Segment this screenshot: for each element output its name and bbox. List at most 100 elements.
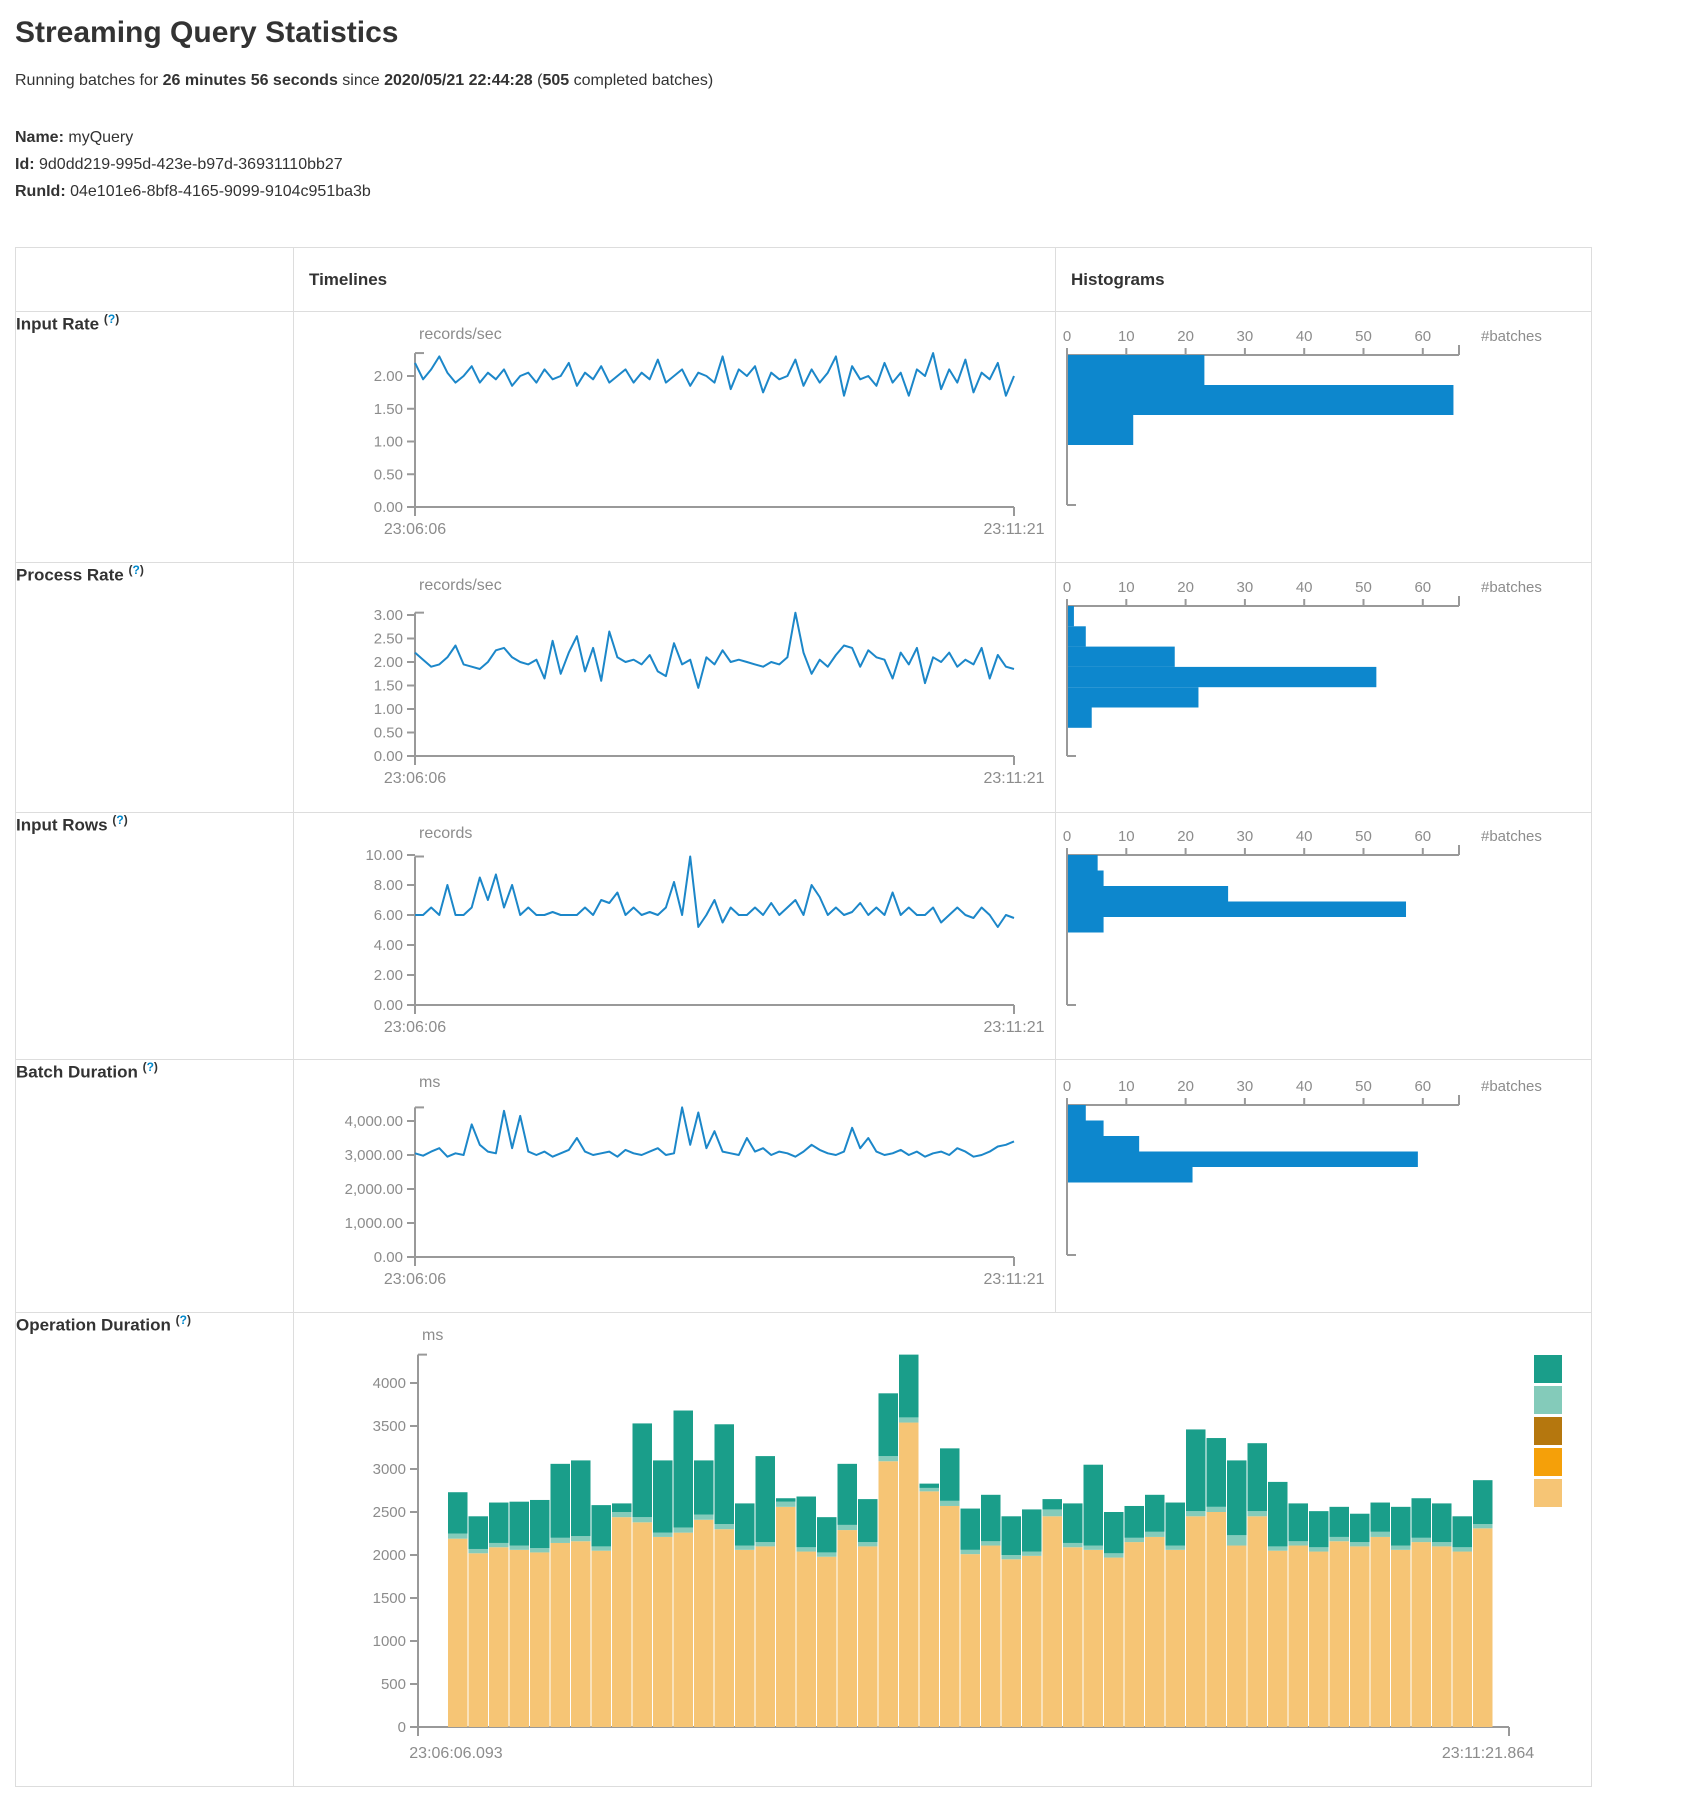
running-duration: 26 minutes 56 seconds	[162, 72, 338, 89]
svg-text:1.50: 1.50	[374, 401, 403, 418]
completed-batches-count: 505	[542, 72, 570, 89]
table-row-input-rows: Input Rows (?) records 0.00 2.00 4.00 6.00 8.…	[15, 812, 1592, 1060]
query-name-line: Name: myQuery	[15, 124, 1693, 151]
svg-text:records: records	[419, 825, 472, 842]
svg-text:3,000.00: 3,000.00	[345, 1147, 403, 1164]
svg-text:0: 0	[1063, 1078, 1071, 1095]
svg-text:40: 40	[1296, 579, 1313, 596]
svg-text:50: 50	[1355, 328, 1372, 345]
svg-text:23:06:06: 23:06:06	[384, 770, 446, 787]
svg-text:0.00: 0.00	[374, 1249, 403, 1266]
svg-text:10: 10	[1118, 1078, 1135, 1095]
query-metadata: Name: myQuery Id: 9d0dd219-995d-423e-b97…	[15, 124, 1693, 205]
svg-text:2.50: 2.50	[374, 631, 403, 648]
svg-text:23:06:06: 23:06:06	[384, 521, 446, 538]
svg-text:0.50: 0.50	[374, 725, 403, 742]
svg-text:1500: 1500	[373, 1590, 406, 1607]
help-tooltip-trigger[interactable]: (?)	[175, 1313, 191, 1327]
svg-text:40: 40	[1296, 328, 1313, 345]
svg-text:records/sec: records/sec	[419, 326, 502, 343]
svg-text:3500: 3500	[373, 1418, 406, 1435]
svg-text:10: 10	[1118, 579, 1135, 596]
svg-text:2.00: 2.00	[374, 368, 403, 385]
help-tooltip-trigger[interactable]: (?)	[103, 312, 120, 326]
svg-text:60: 60	[1414, 328, 1431, 345]
input-rate-histogram-chart: 0 10 20 30 40 50 60 #batches	[1063, 328, 1542, 506]
svg-text:23:11:21: 23:11:21	[983, 1271, 1044, 1288]
svg-text:30: 30	[1237, 1078, 1254, 1095]
svg-text:23:06:06.093: 23:06:06.093	[409, 1745, 503, 1762]
svg-text:1,000.00: 1,000.00	[345, 1215, 403, 1232]
table-row-operation-duration: Operation Duration (?) ms 0 500 1000 1500 200…	[15, 1312, 1592, 1787]
svg-text:23:11:21: 23:11:21	[983, 521, 1044, 538]
header-empty	[15, 247, 294, 312]
svg-text:500: 500	[381, 1676, 406, 1693]
question-mark-icon: ?	[179, 1313, 187, 1327]
help-tooltip-trigger[interactable]: (?)	[142, 1060, 158, 1074]
process-rate-histogram-chart: 0 10 20 30 40 50 60 #batches	[1063, 579, 1542, 757]
row-label-operation-duration: Operation Duration (?)	[15, 1312, 294, 1787]
help-tooltip-trigger[interactable]: (?)	[128, 563, 144, 577]
svg-text:50: 50	[1355, 1078, 1372, 1095]
svg-text:0.00: 0.00	[374, 997, 403, 1014]
svg-text:10.00: 10.00	[365, 847, 403, 864]
svg-text:ms: ms	[419, 1074, 440, 1091]
header-timelines: Timelines	[293, 247, 1056, 312]
row-label-batch-duration: Batch Duration (?)	[15, 1059, 294, 1313]
query-id-label: Id:	[15, 156, 35, 173]
svg-text:6.00: 6.00	[374, 907, 403, 924]
subtitle-suffix: completed batches)	[569, 72, 714, 89]
input-rows-label: Input Rows	[16, 815, 108, 835]
header-histograms: Histograms	[1055, 247, 1592, 312]
query-runid-line: RunId: 04e101e6-8bf8-4165-9099-9104c951b…	[15, 178, 1693, 205]
svg-text:2.00: 2.00	[374, 654, 403, 671]
operation-duration-label: Operation Duration	[16, 1315, 171, 1335]
svg-text:3.00: 3.00	[374, 607, 403, 624]
svg-text:0: 0	[1063, 579, 1071, 596]
svg-text:60: 60	[1414, 828, 1431, 845]
svg-text:ms: ms	[422, 1327, 443, 1344]
svg-text:4,000.00: 4,000.00	[345, 1113, 403, 1130]
svg-text:20: 20	[1177, 328, 1194, 345]
batch-duration-histogram-chart: 0 10 20 30 40 50 60 #batches	[1063, 1078, 1542, 1256]
svg-text:40: 40	[1296, 828, 1313, 845]
svg-text:50: 50	[1355, 579, 1372, 596]
svg-text:8.00: 8.00	[374, 877, 403, 894]
svg-text:2,000.00: 2,000.00	[345, 1181, 403, 1198]
batch-duration-label: Batch Duration	[16, 1062, 138, 1082]
svg-text:0: 0	[398, 1719, 406, 1736]
question-mark-icon: ?	[116, 813, 124, 827]
row-label-process-rate: Process Rate (?)	[15, 562, 294, 813]
svg-text:1.00: 1.00	[374, 701, 403, 718]
svg-text:20: 20	[1177, 828, 1194, 845]
table-row-process-rate: Process Rate (?) records/sec 0.00 0.50 1.00…	[15, 562, 1592, 813]
svg-text:#batches: #batches	[1481, 328, 1542, 345]
subtitle-since: since	[337, 72, 385, 89]
svg-text:60: 60	[1414, 1078, 1431, 1095]
svg-text:23:11:21: 23:11:21	[983, 1019, 1044, 1036]
input-rate-label: Input Rate	[16, 314, 100, 334]
help-tooltip-trigger[interactable]: (?)	[112, 813, 128, 827]
svg-text:23:11:21.864: 23:11:21.864	[1442, 1745, 1534, 1762]
start-timestamp: 2020/05/21 22:44:28	[384, 72, 533, 89]
question-mark-icon: ?	[132, 563, 140, 577]
svg-text:1.50: 1.50	[374, 678, 403, 695]
svg-text:30: 30	[1237, 328, 1254, 345]
subtitle-paren: (	[532, 72, 543, 89]
svg-text:2000: 2000	[373, 1547, 406, 1564]
input-rows-timeline-chart: records 0.00 2.00 4.00 6.00 8.00 10.00 23:06:06…	[365, 825, 1044, 1036]
svg-text:50: 50	[1355, 828, 1372, 845]
process-rate-label: Process Rate	[16, 565, 124, 585]
svg-text:0.00: 0.00	[374, 499, 403, 516]
svg-text:60: 60	[1414, 579, 1431, 596]
input-rows-histogram-chart: 0 10 20 30 40 50 60 #batches	[1063, 828, 1542, 1006]
running-batches-summary: Running batches for 26 minutes 56 second…	[15, 72, 1693, 90]
svg-text:0: 0	[1063, 328, 1071, 345]
svg-text:23:11:21: 23:11:21	[983, 770, 1044, 787]
row-label-input-rows: Input Rows (?)	[15, 812, 294, 1060]
operation-duration-stacked-chart: ms 0 500 1000 1500 2000 2500 3000 3500 4000 23:06:…	[373, 1327, 1562, 1762]
svg-text:0.00: 0.00	[374, 748, 403, 765]
svg-text:30: 30	[1237, 828, 1254, 845]
table-row-input-rate: Input Rate (?) records/sec 0.00 0.50 1.00 1.…	[15, 311, 1592, 563]
page-title: Streaming Query Statistics	[15, 16, 399, 49]
